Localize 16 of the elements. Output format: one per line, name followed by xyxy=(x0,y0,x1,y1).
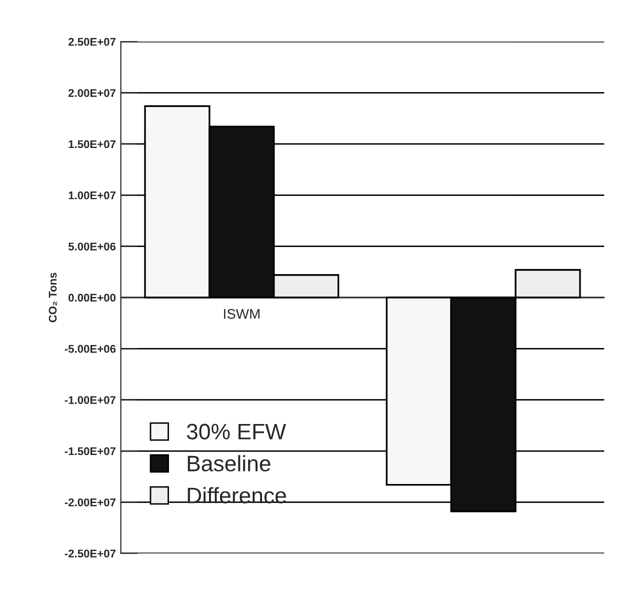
y-tick-label: 2.00E+07 xyxy=(68,89,116,97)
y-tick-label: 1.50E+07 xyxy=(68,140,116,148)
y-tick-label: 2.50E+07 xyxy=(68,38,116,46)
y-axis-title: CO₂ Tons xyxy=(48,272,57,322)
x-tick-label: ISWM xyxy=(224,308,260,319)
legend-label: Baseline xyxy=(188,455,270,472)
y-tick-label: -5.00E+06 xyxy=(64,344,116,353)
y-tick-label: -1.50E+07 xyxy=(64,447,116,456)
y-tick-label: 1.00E+07 xyxy=(68,191,116,200)
y-tick-label: -1.00E+07 xyxy=(64,396,116,404)
y-tick-label: -2.50E+07 xyxy=(64,550,116,558)
y-tick-label: -2.00E+07 xyxy=(64,498,116,506)
y-tick-label: 5.00E+06 xyxy=(68,242,116,250)
y-tick-label: 0.00E+00 xyxy=(68,294,116,302)
legend-label: 30% EFW xyxy=(186,424,286,440)
legend-label: Difference xyxy=(188,487,286,504)
